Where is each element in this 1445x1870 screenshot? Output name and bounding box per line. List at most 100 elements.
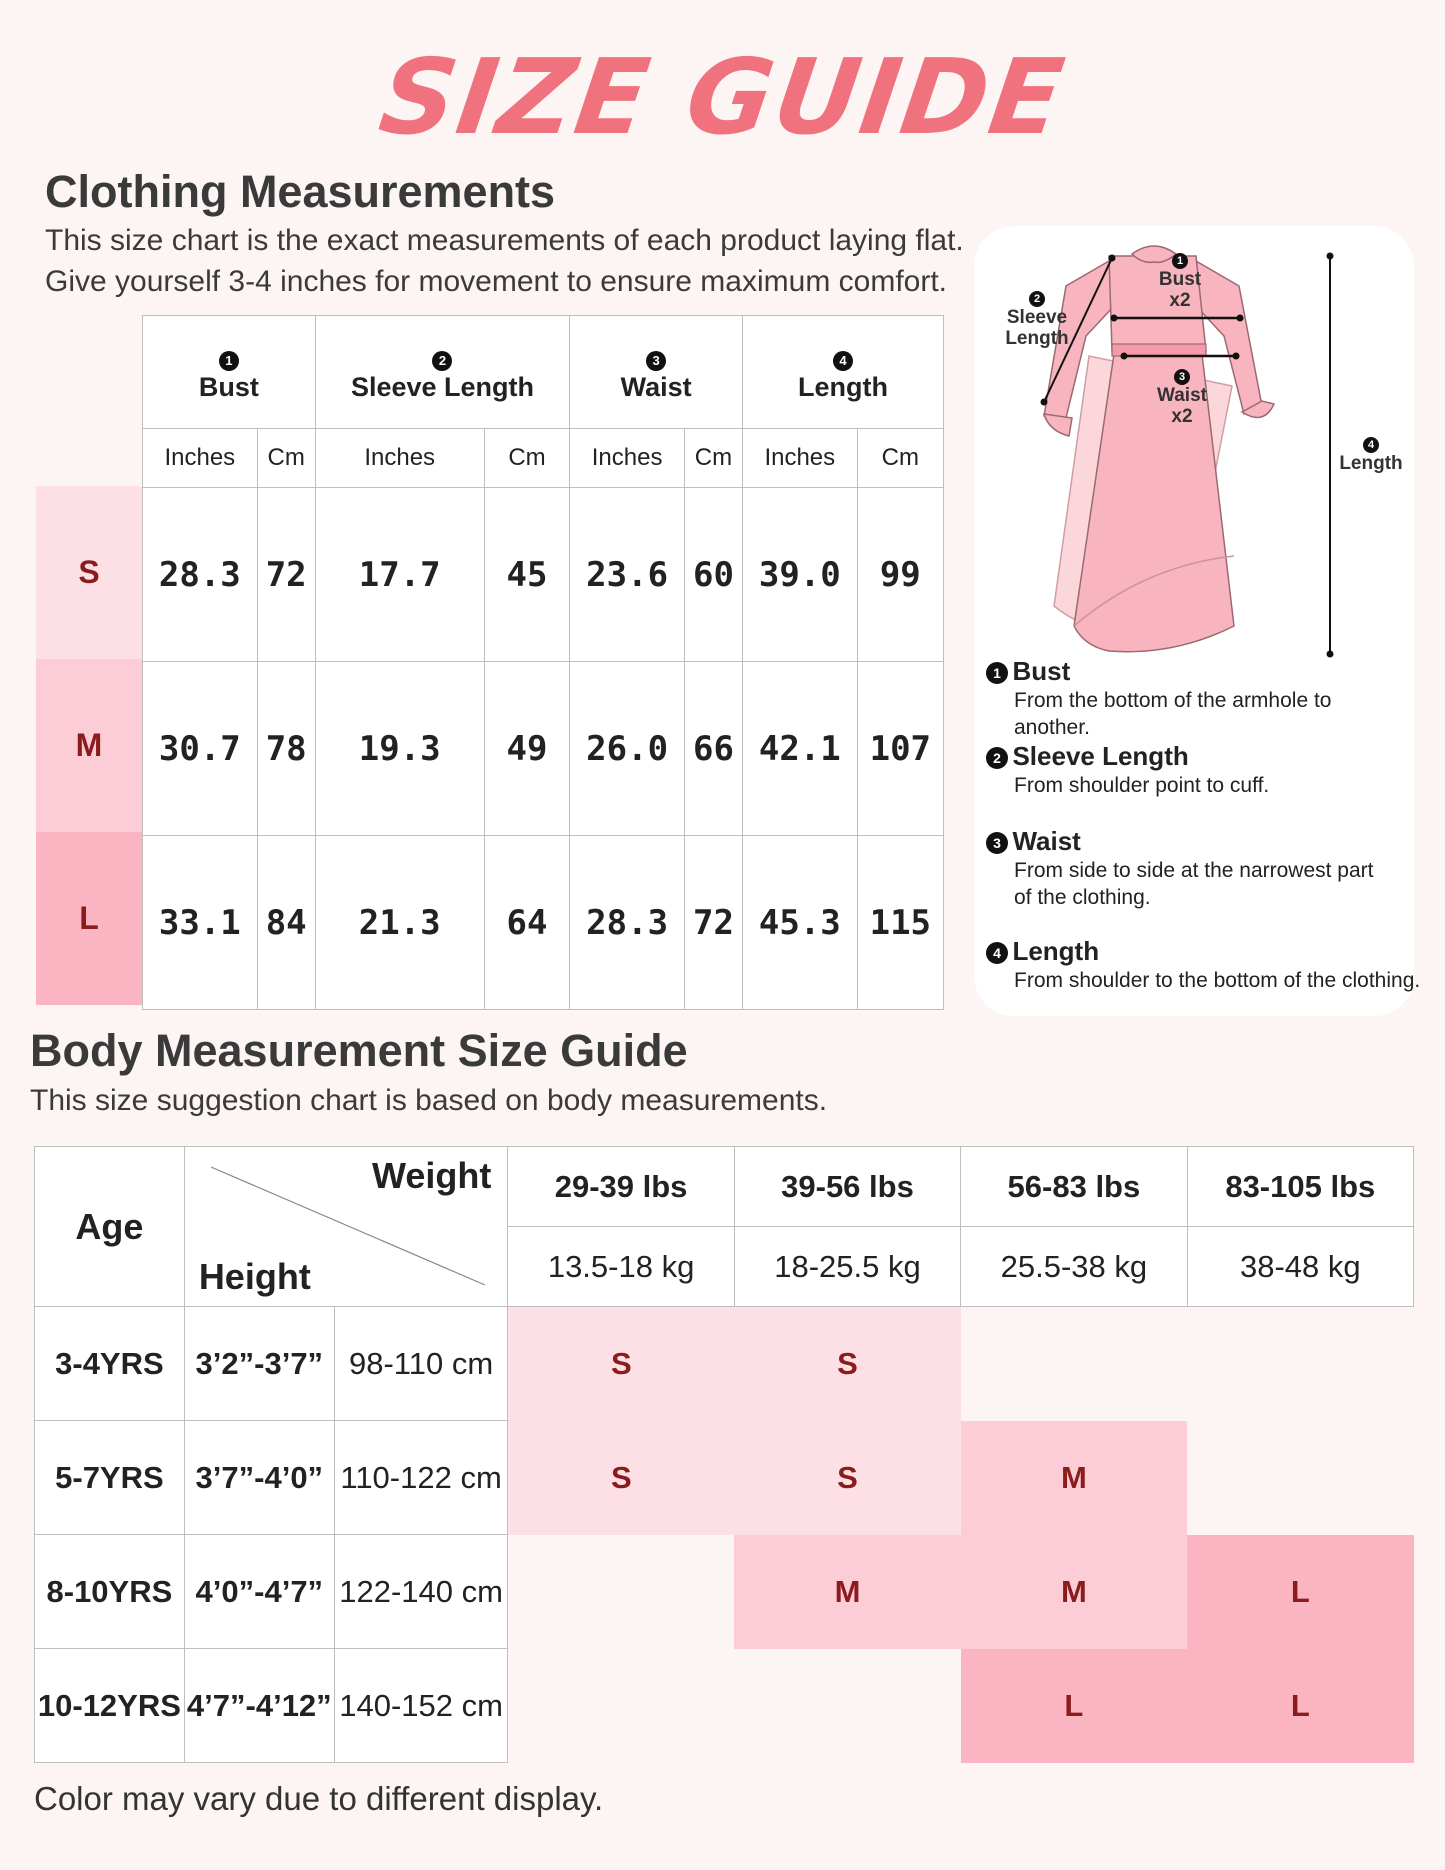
length-label-text: Length: [1339, 453, 1403, 474]
size-cell: S: [734, 1306, 961, 1421]
height-ft-cell: 4’0”-4’7”: [183, 1534, 335, 1649]
sleeve-label-text-1: Sleeve: [1006, 307, 1068, 328]
height-ft-cell: 4’7”-4’12”: [183, 1648, 335, 1763]
table-row: 28.3 72 17.7 45 23.6 60 39.0 99: [142, 487, 945, 662]
right-cuff-shape: [1240, 400, 1276, 419]
size-cell: S: [734, 1420, 961, 1535]
diagram-label-sleeve-length: 2 Sleeve Length: [1002, 286, 1072, 349]
table-cell: 28.3: [142, 487, 258, 662]
height-cm-cell: 140-152 cm: [333, 1648, 509, 1763]
size-cell: M: [960, 1420, 1188, 1535]
table-cell: 19.3: [314, 661, 485, 836]
number-badge: 4: [832, 351, 853, 371]
description-bust: 1 Bust From the bottom of the armhole to…: [986, 656, 1406, 741]
weight-height-header: Weight Height: [183, 1146, 509, 1307]
unit-cell: Inches: [741, 428, 858, 488]
size-cell: L: [1187, 1534, 1414, 1649]
column-header-length: 4 Length: [741, 315, 945, 429]
number-badge: 3: [1174, 369, 1190, 385]
table-cell: 64: [483, 835, 571, 1010]
bust-line-end-right: [1236, 314, 1244, 322]
height-cm-cell: 110-122 cm: [333, 1420, 509, 1535]
table-cell: 23.6: [569, 487, 685, 662]
size-cell: L: [1187, 1648, 1414, 1763]
age-header: Age: [34, 1146, 185, 1307]
bust-multiplier-text: x2: [1169, 290, 1191, 311]
table-cell: 107: [856, 661, 945, 836]
sleeve-line-end-bottom: [1040, 398, 1048, 406]
column-label: Bust: [198, 372, 259, 402]
bust-label-text: Bust: [1158, 269, 1202, 290]
column-header-sleeve-length: 2 Sleeve Length: [314, 315, 571, 429]
size-cell: [508, 1535, 734, 1649]
measurement-diagram-card: 1 Bust x2 2 Sleeve Length 3 Waist x2 4 L…: [974, 226, 1420, 1016]
table-cell: 45: [483, 487, 571, 662]
table-row: 5-7YRS 3’7”-4’0” 110-122 cm S S M: [34, 1420, 1414, 1535]
number-badge: 4: [1363, 437, 1379, 453]
waist-line-end-left: [1120, 352, 1128, 360]
age-cell: 5-7YRS: [34, 1420, 185, 1535]
number-badge: 3: [986, 832, 1008, 854]
clothing-heading: Clothing Measurements: [45, 166, 556, 217]
description-waist: 3 Waist From side to side at the narrowe…: [986, 826, 1396, 911]
number-badge: 1: [1172, 253, 1188, 269]
size-cell: [734, 1649, 960, 1763]
table-row: 30.7 78 19.3 49 26.0 66 42.1 107: [142, 661, 945, 836]
description-length: 4 Length From shoulder to the bottom of …: [986, 936, 1420, 994]
table-cell: 78: [256, 661, 316, 836]
table-cell: 115: [856, 835, 945, 1010]
table-cell: 49: [483, 661, 571, 836]
description-title: Bust: [1012, 656, 1071, 686]
unit-cell: Cm: [856, 428, 945, 488]
size-cell: M: [734, 1534, 961, 1649]
height-ft-cell: 3’2”-3’7”: [183, 1306, 335, 1421]
column-label: Waist: [620, 372, 692, 402]
table-cell: 33.1: [142, 835, 258, 1010]
weight-kg-cell: 13.5-18 kg: [507, 1226, 735, 1307]
table-cell: 72: [683, 835, 743, 1010]
column-label: Sleeve Length: [350, 372, 535, 402]
size-label-s: S: [36, 486, 142, 659]
table-row: 33.1 84 21.3 64 28.3 72 45.3 115: [142, 835, 945, 1010]
table-cell: 28.3: [569, 835, 685, 1010]
description-text: From side to side at the narrowest part …: [1014, 859, 1374, 909]
description-text: From shoulder point to cuff.: [1014, 774, 1270, 797]
unit-cell: Cm: [483, 428, 571, 488]
table-cell: 99: [856, 487, 945, 662]
table-cell: 72: [256, 487, 316, 662]
left-cuff-shape: [1042, 413, 1073, 437]
size-cell: M: [960, 1534, 1188, 1649]
unit-row: Inches Cm Inches Cm Inches Cm Inches Cm: [142, 428, 945, 488]
description-text: From the bottom of the armhole to anothe…: [1014, 689, 1332, 739]
size-cell: [1187, 1421, 1413, 1535]
diagram-label-waist: 3 Waist x2: [1154, 364, 1210, 427]
number-badge: 2: [1029, 291, 1045, 307]
number-badge: 2: [986, 747, 1008, 769]
diagram-label-length: 4 Length: [1336, 432, 1406, 474]
table-row: 10-12YRS 4’7”-4’12” 140-152 cm L L: [34, 1648, 1414, 1763]
height-cm-cell: 122-140 cm: [333, 1534, 509, 1649]
table-cell: 21.3: [314, 835, 485, 1010]
table-cell: 60: [683, 487, 743, 662]
waist-multiplier-text: x2: [1171, 406, 1193, 427]
bust-line-end-left: [1110, 314, 1118, 322]
clothing-measurement-table: 1 Bust 2 Sleeve Length 3 Waist 4 Length …: [142, 315, 945, 1010]
footer-note: Color may vary due to different display.: [34, 1780, 604, 1817]
table-cell: 30.7: [142, 661, 258, 836]
diagram-label-bust: 1 Bust x2: [1152, 248, 1208, 311]
size-label-m: M: [36, 659, 142, 832]
sleeve-line-end-top: [1108, 254, 1116, 262]
waist-line-end-right: [1232, 352, 1240, 360]
table-cell: 66: [683, 661, 743, 836]
weight-kg-row: 13.5-18 kg 18-25.5 kg 25.5-38 kg 38-48 k…: [35, 1226, 1415, 1307]
clothing-subtitle-1: This size chart is the exact measurement…: [45, 224, 964, 257]
page-title: SIZE GUIDE: [372, 36, 1073, 158]
number-badge: 4: [986, 942, 1008, 964]
weight-lbs-cell: 29-39 lbs: [507, 1146, 735, 1227]
description-sleeve-length: 2 Sleeve Length From shoulder point to c…: [986, 741, 1406, 799]
body-measurement-table: Age Weight Height 29-39 lbs 39-56 lbs 56…: [34, 1146, 1415, 1763]
size-cell: S: [507, 1306, 735, 1421]
table-cell: 26.0: [569, 661, 685, 836]
length-line-end-bottom: [1326, 650, 1334, 658]
dress-illustration: [1040, 245, 1334, 658]
